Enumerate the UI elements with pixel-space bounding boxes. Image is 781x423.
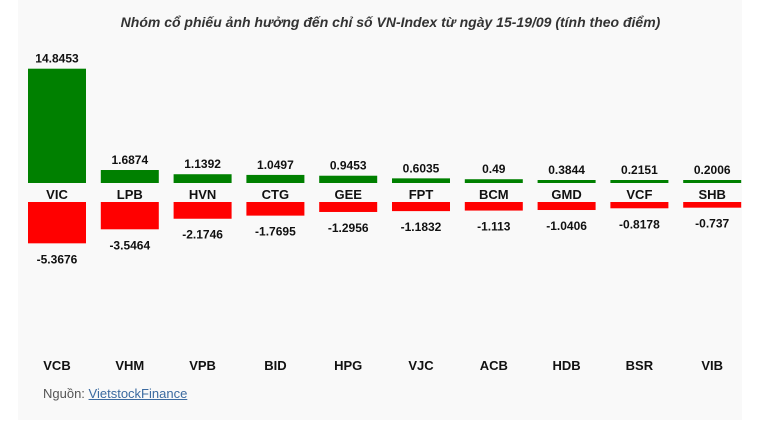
negative-value-label-bsr: -0.8178 (619, 217, 660, 231)
negative-bar-vjc (392, 202, 450, 212)
positive-value-label-ctg: 1.0497 (257, 158, 294, 172)
positive-value-label-lpb: 1.6874 (111, 153, 148, 167)
negative-category-label-vcb: VCB (43, 358, 70, 373)
positive-category-label-vcf: VCF (626, 187, 652, 202)
positive-bar-vcf (610, 180, 669, 183)
negative-bar-bsr (610, 202, 669, 209)
negative-bar-hpg (319, 202, 378, 212)
positive-category-label-vic: VIC (46, 187, 68, 202)
negative-category-label-vpb: VPB (189, 358, 216, 373)
negative-category-label-bsr: BSR (626, 358, 654, 373)
source-note: Nguồn: VietstockFinance (43, 386, 187, 401)
positive-bar-hvn (173, 174, 232, 183)
positive-bar-gee (319, 175, 378, 183)
positive-category-label-bcm: BCM (479, 187, 509, 202)
negative-value-label-vib: -0.737 (695, 217, 729, 231)
positive-category-label-hvn: HVN (189, 187, 216, 202)
negative-category-label-vhm: VHM (115, 358, 144, 373)
negative-bar-bid (246, 202, 305, 216)
positive-bar-shb (683, 180, 742, 183)
positive-value-label-vcf: 0.2151 (621, 163, 658, 177)
negative-value-label-hdb: -1.0406 (546, 219, 587, 233)
negative-bar-acb (464, 202, 523, 211)
negative-category-label-bid: BID (264, 358, 286, 373)
negative-value-label-hpg: -1.2956 (328, 221, 369, 235)
positive-value-label-hvn: 1.1392 (184, 157, 221, 171)
negative-category-label-vib: VIB (701, 358, 723, 373)
positive-value-label-bcm: 0.49 (482, 162, 506, 176)
negative-category-label-hdb: HDB (553, 358, 581, 373)
positive-value-label-gmd: 0.3844 (548, 163, 585, 177)
positive-category-label-fpt: FPT (409, 187, 434, 202)
negative-bar-vpb (173, 202, 232, 219)
positive-category-label-lpb: LPB (117, 187, 143, 202)
positive-bar-fpt (392, 178, 450, 183)
positive-value-label-gee: 0.9453 (330, 159, 367, 173)
chart-title: Nhóm cổ phiếu ảnh hưởng đến chỉ số VN-In… (120, 14, 661, 30)
negative-value-label-vhm: -3.5464 (109, 238, 150, 252)
positive-category-label-gee: GEE (334, 187, 362, 202)
negative-category-label-hpg: HPG (334, 358, 362, 373)
negative-bar-hdb (537, 202, 596, 211)
source-link[interactable]: VietstockFinance (88, 386, 188, 401)
negative-value-label-acb: -1.113 (477, 220, 511, 234)
positive-bar-vic (28, 68, 86, 183)
negative-value-label-vpb: -2.1746 (182, 228, 223, 242)
positive-bar-ctg (246, 174, 305, 183)
positive-category-label-shb: SHB (698, 187, 725, 202)
negative-category-label-acb: ACB (480, 358, 508, 373)
negative-bar-vcb (28, 202, 86, 244)
positive-bar-lpb (100, 170, 159, 183)
positive-value-label-fpt: 0.6035 (403, 161, 440, 175)
negative-category-label-vjc: VJC (408, 358, 434, 373)
negative-value-label-vjc: -1.1832 (401, 220, 442, 234)
source-label: Nguồn: (43, 386, 85, 401)
positive-value-label-shb: 0.2006 (694, 163, 731, 177)
negative-value-label-vcb: -5.3676 (37, 252, 78, 266)
positive-category-label-gmd: GMD (551, 187, 581, 202)
positive-bar-bcm (464, 179, 523, 183)
negative-bar-vib (683, 202, 742, 208)
negative-value-label-bid: -1.7695 (255, 225, 296, 239)
positive-category-label-ctg: CTG (262, 187, 289, 202)
positive-value-label-vic: 14.8453 (35, 52, 79, 66)
negative-bar-vhm (100, 202, 159, 230)
positive-bar-gmd (537, 180, 596, 183)
